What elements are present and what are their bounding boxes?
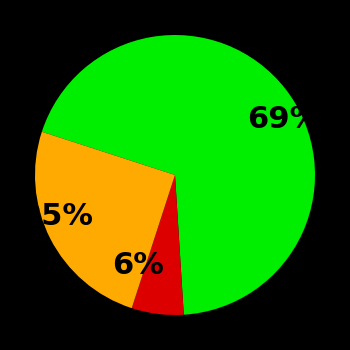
Text: 69%: 69% <box>247 105 320 134</box>
Text: 25%: 25% <box>21 202 94 231</box>
Text: 6%: 6% <box>112 251 163 280</box>
Wedge shape <box>35 132 175 308</box>
Wedge shape <box>42 35 315 315</box>
Wedge shape <box>132 175 184 315</box>
